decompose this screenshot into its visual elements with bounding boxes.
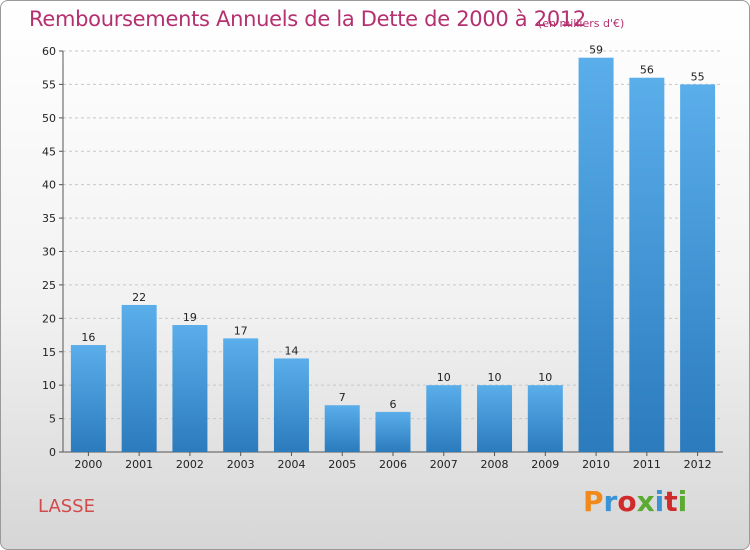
y-tick-label: 55 <box>42 78 56 91</box>
data-label: 10 <box>437 371 451 384</box>
chart-unit: (en milliers d'€) <box>538 17 625 30</box>
bar <box>527 385 563 452</box>
bar <box>223 338 259 452</box>
logo-letter: o <box>617 485 637 518</box>
x-tick-label: 2008 <box>481 458 509 471</box>
proxiti-logo: Proxiti <box>583 485 687 518</box>
bar <box>324 405 360 452</box>
x-tick-label: 2012 <box>684 458 712 471</box>
data-label: 7 <box>339 391 346 404</box>
logo-letter: i <box>677 485 688 518</box>
data-label: 19 <box>183 311 197 324</box>
y-tick-label: 45 <box>42 145 56 158</box>
logo-letter: r <box>603 485 618 518</box>
y-tick-label: 60 <box>42 45 56 58</box>
data-label: 56 <box>640 64 654 77</box>
chart-title: Remboursements Annuels de la Dette de 20… <box>29 7 586 31</box>
y-tick-label: 10 <box>42 379 56 392</box>
y-tick-label: 5 <box>49 413 56 426</box>
x-tick-label: 2011 <box>633 458 661 471</box>
x-tick-label: 2010 <box>582 458 610 471</box>
x-tick-label: 2004 <box>277 458 305 471</box>
data-label: 6 <box>390 398 397 411</box>
commune-name: LASSE <box>38 496 95 517</box>
data-label: 55 <box>691 70 705 83</box>
data-label: 22 <box>132 291 146 304</box>
data-label: 10 <box>538 371 552 384</box>
logo-letter: x <box>636 485 655 518</box>
data-label: 17 <box>234 324 248 337</box>
logo-letter: P <box>583 485 604 518</box>
bar <box>172 325 208 452</box>
y-tick-label: 35 <box>42 212 56 225</box>
bar <box>680 84 716 453</box>
logo-letter: i <box>654 485 665 518</box>
x-tick-label: 2006 <box>379 458 407 471</box>
y-tick-label: 25 <box>42 279 56 292</box>
logo-letter: t <box>664 485 678 518</box>
bar <box>70 345 106 452</box>
x-tick-label: 2009 <box>531 458 559 471</box>
bar <box>426 385 462 452</box>
y-tick-label: 40 <box>42 179 56 192</box>
x-tick-label: 2001 <box>125 458 153 471</box>
data-label: 14 <box>284 344 298 357</box>
y-tick-label: 50 <box>42 112 56 125</box>
bar <box>375 411 411 452</box>
y-tick-label: 15 <box>42 346 56 359</box>
x-tick-label: 2002 <box>176 458 204 471</box>
x-tick-label: 2003 <box>227 458 255 471</box>
bar <box>273 358 309 452</box>
x-tick-label: 2005 <box>328 458 356 471</box>
data-label: 10 <box>488 371 502 384</box>
bar <box>578 57 614 452</box>
data-label: 59 <box>589 44 603 57</box>
y-tick-label: 30 <box>42 246 56 259</box>
data-label: 16 <box>81 331 95 344</box>
bar <box>477 385 513 452</box>
x-tick-label: 2007 <box>430 458 458 471</box>
y-tick-label: 20 <box>42 312 56 325</box>
x-tick-label: 2000 <box>74 458 102 471</box>
bar <box>121 304 157 452</box>
y-tick-label: 0 <box>49 446 56 459</box>
bar <box>629 77 665 452</box>
